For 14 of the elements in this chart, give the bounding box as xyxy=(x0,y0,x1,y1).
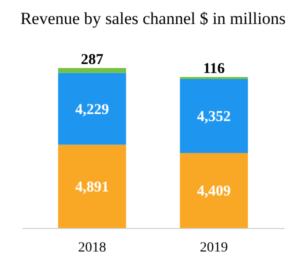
chart-title: Revenue by sales channel $ in millions xyxy=(20,9,286,28)
bar xyxy=(58,68,126,73)
bar xyxy=(58,72,126,145)
x-tick-label: 2019 xyxy=(200,240,228,256)
bar xyxy=(180,78,248,154)
data-label: 287 xyxy=(80,52,104,68)
data-label: 4,352 xyxy=(197,109,231,125)
data-label: 116 xyxy=(203,61,226,78)
data-label: 4,409 xyxy=(197,184,231,200)
bar xyxy=(180,153,248,228)
bar xyxy=(58,144,126,228)
x-tick-label: 2018 xyxy=(78,240,106,256)
data-label: 4,891 xyxy=(75,179,109,196)
data-label: 4,229 xyxy=(75,102,109,118)
